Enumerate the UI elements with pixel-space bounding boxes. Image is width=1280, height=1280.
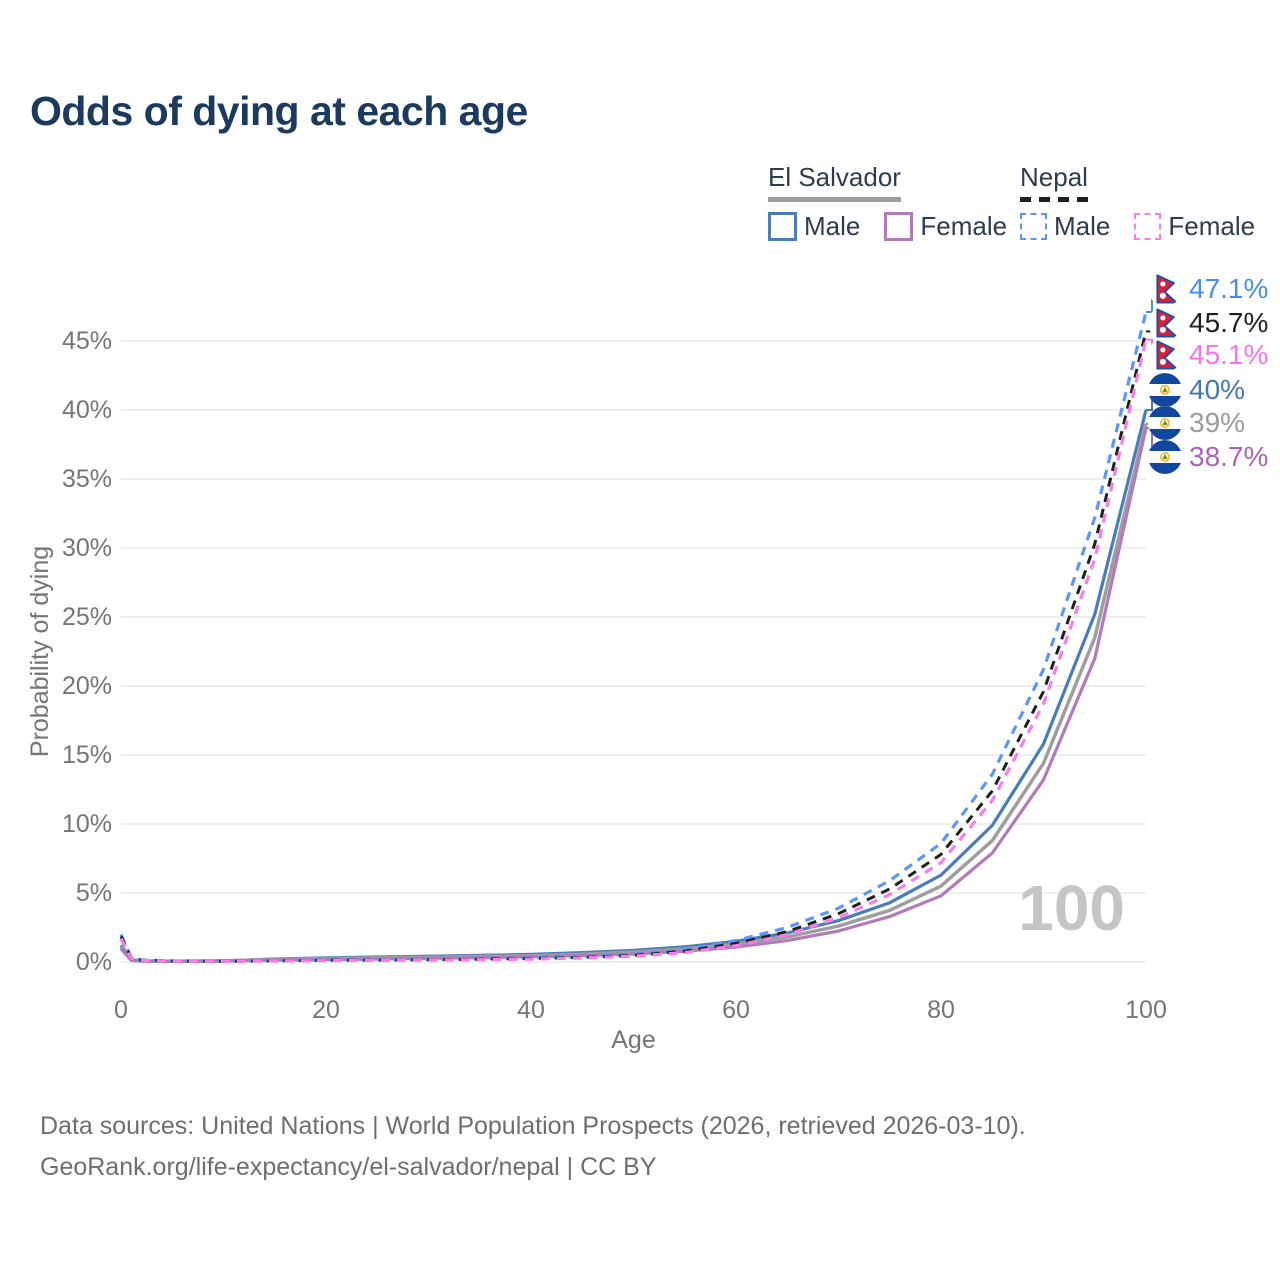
attribution-line: GeoRank.org/life-expectancy/el-salvador/…	[40, 1153, 657, 1181]
end-annotation-nepal_overall: 45.7%	[1148, 306, 1268, 340]
legend-item-label: Female	[1168, 211, 1256, 241]
x-axis-tick-label: 100	[1125, 996, 1167, 1024]
el-salvador-line-swatch	[768, 197, 901, 202]
legend-item-label: Male	[804, 211, 861, 241]
el-salvador-flag-icon	[1148, 373, 1182, 407]
legend-item-label: Male	[1054, 211, 1111, 241]
nepal-line-swatch	[1020, 197, 1088, 202]
end-value-label-es_overall: 39%	[1189, 407, 1246, 438]
x-axis-tick-label: 80	[927, 996, 955, 1024]
end-annotation-es_male: 40%	[1148, 373, 1245, 407]
legend-items-el-salvador: Male Female	[768, 211, 1007, 242]
nepal-flag-icon	[1148, 306, 1182, 340]
end-value-label-nepal_female: 45.1%	[1189, 339, 1269, 370]
nepal-flag-icon	[1148, 272, 1182, 306]
legend-country-el-salvador[interactable]: El Salvador	[768, 162, 901, 202]
y-axis-tick-label: 20%	[62, 672, 112, 700]
legend-country-label: Nepal	[1020, 162, 1088, 192]
end-value-label-es_male: 40%	[1189, 374, 1246, 405]
end-value-label-nepal_overall: 45.7%	[1189, 307, 1269, 338]
nepal-flag-icon	[1148, 306, 1182, 340]
y-axis-tick-label: 5%	[76, 879, 112, 907]
y-axis-tick-label: 15%	[62, 741, 112, 769]
footer: Data sources: United Nations | World Pop…	[40, 1106, 1026, 1188]
x-axis-tick-label: 20	[312, 996, 340, 1024]
y-axis-tick-label: 35%	[62, 465, 112, 493]
legend-group-el-salvador: El Salvador Male Female	[768, 162, 1007, 242]
nepal-male-swatch	[1020, 213, 1047, 240]
legend-country-label: El Salvador	[768, 162, 901, 192]
y-axis-tick-label: 45%	[62, 327, 112, 355]
end-annotation-nepal_male: 47.1%	[1148, 272, 1268, 306]
legend-group-nepal: Nepal Male Female	[1020, 162, 1255, 242]
el-salvador-female-swatch	[884, 212, 914, 241]
el-salvador-flag-icon	[1148, 440, 1182, 474]
hover-age-watermark: 100	[1018, 872, 1125, 944]
el-salvador-flag-icon	[1148, 406, 1182, 440]
x-axis-tick-label: 0	[114, 996, 128, 1024]
nepal-flag-icon	[1148, 272, 1182, 306]
legend-item-label: Female	[920, 211, 1008, 241]
page-title: Odds of dying at each age	[30, 88, 528, 134]
legend-item-el-salvador-female[interactable]: Female	[884, 211, 1007, 242]
legend-item-nepal-male[interactable]: Male	[1020, 211, 1110, 242]
series-line-nepal_overall[interactable]	[119, 330, 1148, 963]
y-axis-tick-label: 25%	[62, 603, 112, 631]
x-axis-tick-label: 40	[517, 996, 545, 1024]
y-axis-tick-label: 30%	[62, 534, 112, 562]
nepal-female-swatch	[1134, 213, 1162, 240]
end-annotation-nepal_female: 45.1%	[1148, 338, 1268, 372]
legend-item-nepal-female[interactable]: Female	[1134, 211, 1255, 242]
x-axis-tick-label: 60	[722, 996, 750, 1024]
y-axis-title: Probability of dying	[26, 546, 54, 757]
end-annotation-es_overall: 39%	[1148, 406, 1245, 440]
y-axis-tick-label: 40%	[62, 396, 112, 424]
x-axis-title: Age	[611, 1026, 655, 1054]
legend-country-nepal[interactable]: Nepal	[1020, 162, 1088, 202]
el-salvador-flag-icon	[1148, 406, 1182, 440]
nepal-flag-icon	[1148, 338, 1182, 372]
end-value-label-es_female: 38.7%	[1189, 441, 1269, 472]
legend-items-nepal: Male Female	[1020, 211, 1255, 242]
series-line-nepal_female[interactable]	[119, 339, 1148, 963]
y-axis-tick-label: 10%	[62, 810, 112, 838]
data-sources-line: Data sources: United Nations | World Pop…	[40, 1112, 1026, 1140]
end-value-label-nepal_male: 47.1%	[1189, 273, 1269, 304]
legend-item-el-salvador-male[interactable]: Male	[768, 211, 860, 242]
el-salvador-flag-icon	[1148, 440, 1182, 474]
y-axis-tick-label: 0%	[76, 948, 112, 976]
el-salvador-male-swatch	[768, 212, 797, 241]
end-annotation-es_female: 38.7%	[1148, 440, 1268, 474]
el-salvador-flag-icon	[1148, 373, 1182, 407]
nepal-flag-icon	[1148, 338, 1182, 372]
